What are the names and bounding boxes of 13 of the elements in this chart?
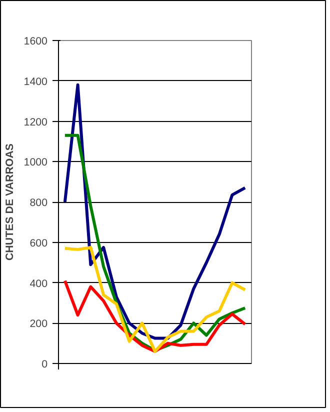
y-tick-label: 400 <box>30 278 48 290</box>
y-tick-label: 1000 <box>24 156 48 169</box>
line-series <box>63 83 247 340</box>
y-tick-label: 800 <box>30 197 48 209</box>
line-series <box>63 279 247 353</box>
y-tick-label: 1200 <box>24 116 48 128</box>
y-axis-title: CHUTES DE VARROAS <box>4 143 16 261</box>
line-series <box>63 246 247 353</box>
y-tick-label: 1600 <box>24 36 48 48</box>
y-tick-label: 0 <box>42 358 48 370</box>
y-tick-label: 600 <box>30 237 48 250</box>
y-tick-label: 200 <box>30 318 48 330</box>
y-tick-label: 1400 <box>24 76 48 88</box>
